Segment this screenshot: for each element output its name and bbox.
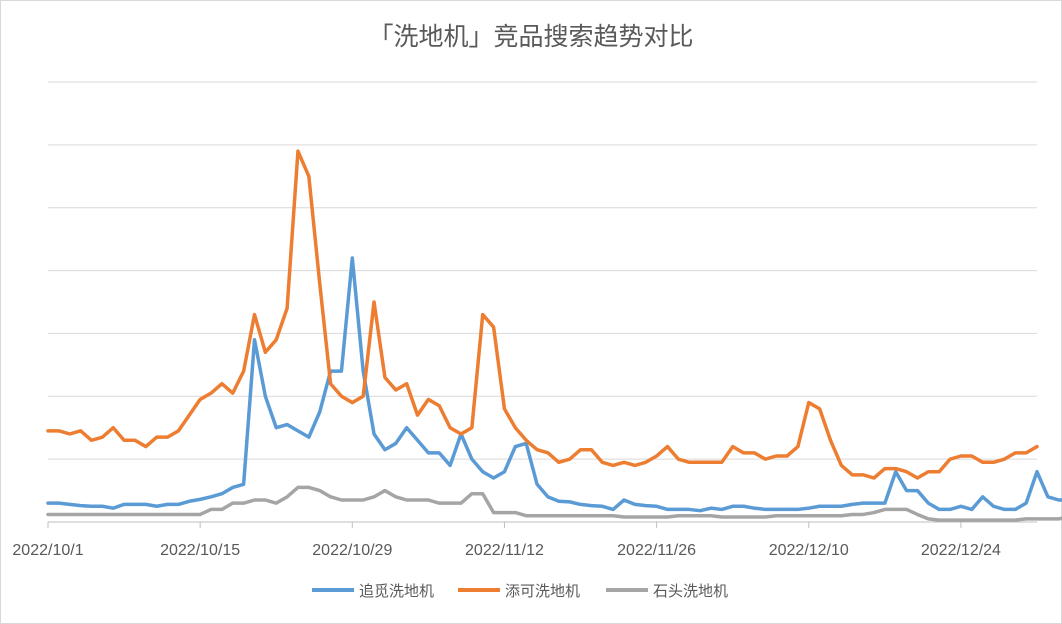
series-lines: [46, 149, 1062, 522]
x-tick-label: 2022/12/24: [921, 542, 1001, 559]
legend: 追觅洗地机 添可洗地机 石头洗地机: [312, 582, 728, 600]
legend-label: 追觅洗地机: [359, 582, 434, 600]
x-tick-label: 2022/11/12: [465, 542, 544, 559]
legend-label: 石头洗地机: [653, 582, 728, 600]
gridlines: [48, 81, 1037, 460]
series-line-1: [46, 256, 1062, 513]
x-tick-label: 2022/11/26: [617, 542, 696, 559]
x-tick-label: 2022/10/29: [312, 542, 392, 559]
series-line-2: [46, 149, 1039, 480]
x-tick-label: 2022/10/15: [160, 542, 240, 559]
x-tick-label: 2022/10/1: [12, 542, 83, 559]
legend-label: 添可洗地机: [505, 582, 580, 600]
x-axis: 2022/10/1 2022/10/15 2022/10/29 2022/11/12 2…: [12, 521, 1037, 559]
chart-title: 「洗地机」竞品搜索趋势对比: [368, 22, 693, 51]
x-tick-label: 2022/12/10: [769, 542, 849, 559]
series-line-3: [46, 485, 1062, 522]
